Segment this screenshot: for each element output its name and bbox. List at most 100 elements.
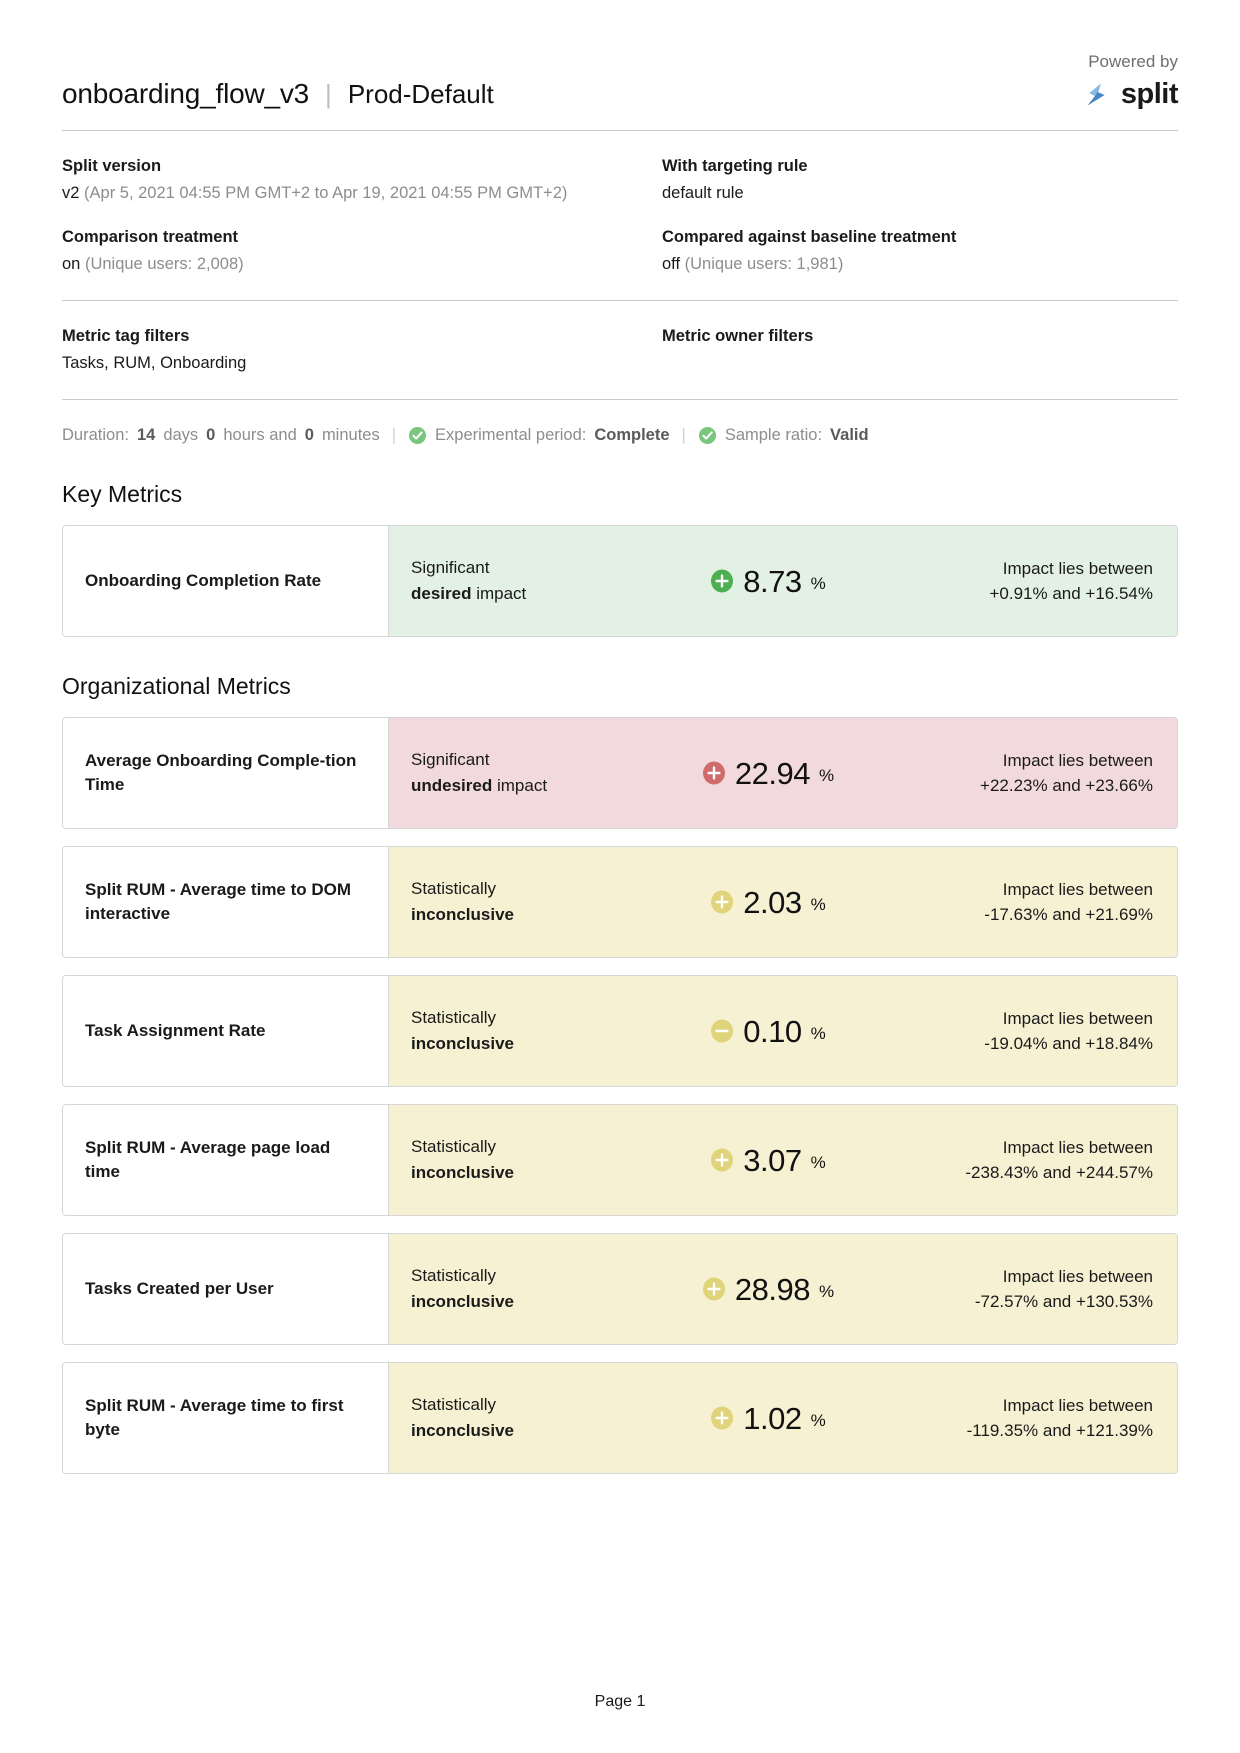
metric-body: Statistically inconclusive 2.03% Impact lie… [389,847,1177,957]
metric-impact-range: Impact lies between +0.91% and +16.54% [903,556,1153,607]
metric-impact-value: 22.94% [643,758,903,789]
metric-row[interactable]: Tasks Created per User Statistically incon… [62,1233,1178,1345]
experimental-period-value: Complete [594,426,670,444]
verdict-line-1: Significant [411,558,490,578]
metric-impact-range: Impact lies between -238.43% and +244.57% [903,1135,1153,1186]
verdict-line-1: Statistically [411,1008,497,1028]
metadata-divider [62,300,1178,301]
section-title-key-metrics: Key Metrics [62,481,183,507]
impact-percent-number: 2.03 [743,884,802,920]
duration-hours: 0 [206,426,216,444]
duration-days: 14 [136,426,156,444]
split-wordmark: split [1120,78,1179,110]
metric-body: Significant desired impact 8.73% Impact lie… [389,526,1177,636]
metric-name: Tasks Created per User [63,1234,389,1344]
metric-body: Statistically inconclusive 1.02% Impact lie… [389,1363,1177,1473]
metric-name: Split RUM - Average page load time [63,1105,389,1215]
plus-circle-icon [702,761,726,785]
plus-circle-icon [710,569,734,593]
page-footer: Page 1 [594,1693,646,1710]
impact-range-line-1: Impact lies between [1002,558,1153,578]
metric-name: Split RUM - Average time to DOM interact… [63,847,389,957]
metric-name: Average Onboarding Comple-tion Time [63,718,389,828]
filters-divider [62,399,1178,400]
metric-impact-value: 2.03% [643,887,903,918]
verdict-emphasis: inconclusive [411,1292,514,1311]
plus-circle-icon [710,1406,734,1430]
impact-percent-sign: % [818,1281,835,1301]
impact-range-line-2: +0.91% and +16.54% [989,584,1153,603]
verdict-emphasis: inconclusive [411,1034,514,1053]
impact-percent-number: 1.02 [743,1400,802,1436]
metric-impact-value: 3.07% [643,1145,903,1176]
verdict-tail: impact [471,584,527,603]
impact-percent-sign: % [810,894,826,914]
impact-range-line-2: -17.63% and +21.69% [984,905,1153,924]
metric-name: Split RUM - Average time to first byte [63,1363,389,1473]
split-version-dates: (Apr 5, 2021 04:55 PM GMT+2 to Apr 19, 2… [84,184,568,202]
metric-verdict: Statistically inconclusive [411,1134,643,1186]
powered-by-label: Powered by [1088,52,1178,71]
impact-range-line-1: Impact lies between [1002,750,1153,770]
metric-row[interactable]: Onboarding Completion Rate Significant des… [62,525,1178,637]
metric-tag-filters-field: Metric tag filters Tasks, RUM, Onboardin… [62,327,662,373]
plus-circle-icon [702,1277,726,1301]
metric-name: Onboarding Completion Rate [63,526,389,636]
comparison-treatment-value: on (Unique users: 2,008) [62,255,662,274]
metric-row[interactable]: Average Onboarding Comple-tion Time Signi… [62,717,1178,829]
impact-percent-sign: % [810,1152,826,1172]
targeting-rule-label: With targeting rule [662,157,808,175]
split-logo-icon [1082,80,1112,110]
metric-impact-range: Impact lies between -72.57% and +130.53% [903,1264,1153,1315]
metric-tag-filters-label: Metric tag filters [62,327,190,345]
metric-verdict: Statistically inconclusive [411,1263,643,1315]
metric-impact-value: 8.73% [643,566,903,597]
verdict-line-1: Statistically [411,879,497,899]
metric-impact-range: Impact lies between -119.35% and +121.39% [903,1393,1153,1444]
plus-circle-icon [710,1148,734,1172]
status-divider-1: | [391,426,397,444]
metric-row[interactable]: Split RUM - Average time to first byte St… [62,1362,1178,1474]
check-circle-icon [408,426,427,445]
comparison-treatment-name: on [62,255,81,273]
experimental-period-status: Experimental period: Complete [408,426,670,445]
sample-ratio-label: Sample ratio: [724,426,823,444]
impact-range-line-2: -238.43% and +244.57% [965,1163,1153,1182]
metric-name: Task Assignment Rate [63,976,389,1086]
impact-percent-sign: % [810,1410,826,1430]
verdict-emphasis: inconclusive [411,905,514,924]
split-name: onboarding_flow_v3 [62,78,310,109]
report-title: onboarding_flow_v3 | Prod-Default [62,78,494,110]
split-version-label: Split version [62,157,162,175]
metric-row[interactable]: Split RUM - Average time to DOM interact… [62,846,1178,958]
baseline-treatment-value: off (Unique users: 1,981) [662,255,1178,274]
environment-name: Prod-Default [347,79,494,109]
impact-percent-sign: % [810,1023,826,1043]
plus-circle-icon [710,890,734,914]
impact-percent-number: 28.98 [734,1271,811,1307]
comparison-treatment-users: (Unique users: 2,008) [84,255,244,273]
verdict-line-1: Statistically [411,1395,497,1415]
section-title-organizational-metrics: Organizational Metrics [62,673,291,699]
impact-percent-number: 0.10 [743,1013,802,1049]
metric-impact-range: Impact lies between -17.63% and +21.69% [903,877,1153,928]
key-metrics-list: Onboarding Completion Rate Significant des… [62,525,1178,637]
baseline-treatment-field: Compared against baseline treatment off … [662,228,1178,274]
comparison-treatment-label: Comparison treatment [62,228,239,246]
metric-body: Statistically inconclusive 0.10% Impact lie… [389,976,1177,1086]
metric-verdict: Significant desired impact [411,555,643,607]
header-divider [62,130,1178,131]
duration-hours-unit: hours and [223,426,297,444]
targeting-rule-field: With targeting rule default rule [662,157,1178,203]
targeting-rule-value: default rule [662,184,744,202]
verdict-line-1: Statistically [411,1266,497,1286]
status-divider-2: | [681,426,686,444]
title-separator: | [325,79,332,109]
metric-row[interactable]: Task Assignment Rate Statistically inconcl… [62,975,1178,1087]
impact-range-line-1: Impact lies between [1002,1137,1153,1157]
impact-range-line-2: +22.23% and +23.66% [980,776,1153,795]
metric-row[interactable]: Split RUM - Average page load time Statis… [62,1104,1178,1216]
metric-owner-filters-label: Metric owner filters [662,327,814,345]
duration-minutes: 0 [304,426,314,444]
impact-range-line-1: Impact lies between [1002,879,1153,899]
